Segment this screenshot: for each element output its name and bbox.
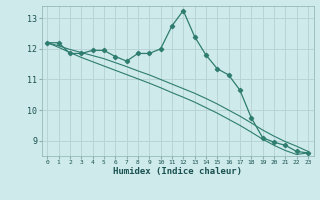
X-axis label: Humidex (Indice chaleur): Humidex (Indice chaleur) bbox=[113, 167, 242, 176]
